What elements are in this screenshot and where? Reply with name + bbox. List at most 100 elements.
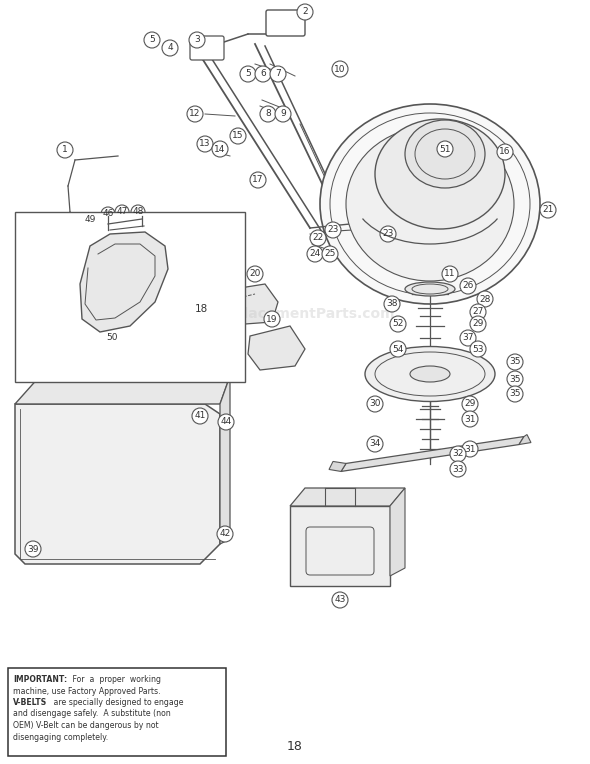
Text: 34: 34 — [369, 439, 381, 448]
Circle shape — [83, 213, 97, 227]
Text: 23: 23 — [327, 225, 339, 235]
Text: 13: 13 — [199, 140, 211, 148]
Circle shape — [390, 341, 406, 357]
Polygon shape — [290, 488, 405, 506]
Text: 9: 9 — [280, 109, 286, 118]
Circle shape — [189, 32, 205, 48]
Text: 8: 8 — [265, 109, 271, 118]
Ellipse shape — [405, 282, 455, 296]
Circle shape — [460, 330, 476, 346]
Circle shape — [470, 304, 486, 320]
Circle shape — [187, 106, 203, 122]
Text: 42: 42 — [219, 529, 231, 539]
Circle shape — [462, 396, 478, 412]
Polygon shape — [15, 404, 220, 564]
Circle shape — [144, 32, 160, 48]
Text: 6: 6 — [260, 70, 266, 79]
Circle shape — [260, 106, 276, 122]
Circle shape — [115, 205, 129, 219]
Circle shape — [105, 330, 119, 344]
Text: 50: 50 — [106, 332, 118, 342]
Circle shape — [57, 142, 73, 158]
Text: 54: 54 — [392, 345, 404, 354]
Text: 31: 31 — [464, 445, 476, 454]
Text: 15: 15 — [232, 131, 244, 141]
Circle shape — [325, 222, 341, 238]
Circle shape — [540, 202, 556, 218]
Circle shape — [230, 128, 246, 144]
Circle shape — [255, 66, 271, 82]
Circle shape — [131, 205, 145, 219]
Text: 52: 52 — [392, 319, 404, 329]
Text: are specially designed to engage: are specially designed to engage — [51, 698, 183, 707]
Ellipse shape — [375, 119, 505, 229]
Ellipse shape — [365, 347, 495, 402]
Circle shape — [450, 446, 466, 462]
Text: For  a  proper  working: For a proper working — [70, 675, 161, 684]
Circle shape — [97, 256, 113, 272]
Text: 44: 44 — [221, 417, 232, 426]
Circle shape — [507, 386, 523, 402]
Polygon shape — [290, 506, 390, 586]
FancyBboxPatch shape — [190, 36, 224, 60]
Text: 33: 33 — [453, 465, 464, 474]
Circle shape — [460, 278, 476, 294]
Text: 40: 40 — [84, 290, 96, 299]
Text: 43: 43 — [335, 595, 346, 604]
Text: eReplacementParts.com: eReplacementParts.com — [205, 307, 395, 321]
Circle shape — [390, 316, 406, 332]
Polygon shape — [235, 284, 278, 324]
Circle shape — [462, 411, 478, 427]
Text: 53: 53 — [472, 345, 484, 354]
Ellipse shape — [410, 366, 450, 382]
Text: 29: 29 — [473, 319, 484, 329]
Text: disengaging completely.: disengaging completely. — [13, 733, 108, 742]
Circle shape — [264, 311, 280, 327]
Ellipse shape — [405, 120, 485, 188]
Text: 32: 32 — [453, 449, 464, 458]
Text: 47: 47 — [116, 208, 127, 216]
Text: 37: 37 — [462, 334, 474, 342]
Text: 41: 41 — [194, 412, 206, 420]
Circle shape — [212, 141, 228, 157]
Text: 24: 24 — [309, 250, 320, 258]
Circle shape — [247, 266, 263, 282]
Polygon shape — [80, 232, 168, 332]
Text: 39: 39 — [27, 545, 39, 553]
Circle shape — [507, 354, 523, 370]
Circle shape — [82, 286, 98, 302]
Text: 17: 17 — [253, 176, 264, 184]
Circle shape — [470, 316, 486, 332]
Text: 3: 3 — [194, 35, 200, 44]
Circle shape — [297, 4, 313, 20]
Circle shape — [240, 66, 256, 82]
Text: 14: 14 — [214, 144, 226, 154]
Circle shape — [380, 226, 396, 242]
Polygon shape — [15, 376, 230, 404]
Text: 25: 25 — [324, 250, 336, 258]
Text: 27: 27 — [473, 307, 484, 316]
Circle shape — [462, 441, 478, 457]
Polygon shape — [341, 436, 524, 471]
Text: 35: 35 — [509, 374, 521, 384]
Circle shape — [270, 66, 286, 82]
Text: 28: 28 — [479, 294, 491, 303]
Circle shape — [384, 296, 400, 312]
Text: 22: 22 — [312, 234, 324, 242]
FancyBboxPatch shape — [266, 10, 305, 36]
Text: 35: 35 — [509, 390, 521, 399]
Text: 31: 31 — [464, 415, 476, 423]
Ellipse shape — [346, 127, 514, 281]
Polygon shape — [329, 461, 346, 471]
Polygon shape — [519, 435, 531, 445]
Text: 12: 12 — [189, 109, 201, 118]
Circle shape — [470, 341, 486, 357]
Circle shape — [310, 230, 326, 246]
Circle shape — [192, 408, 208, 424]
Polygon shape — [390, 488, 405, 576]
Text: 7: 7 — [275, 70, 281, 79]
Text: 20: 20 — [250, 270, 261, 279]
Text: 4: 4 — [167, 44, 173, 53]
Text: 49: 49 — [84, 215, 96, 225]
Text: 29: 29 — [464, 400, 476, 409]
